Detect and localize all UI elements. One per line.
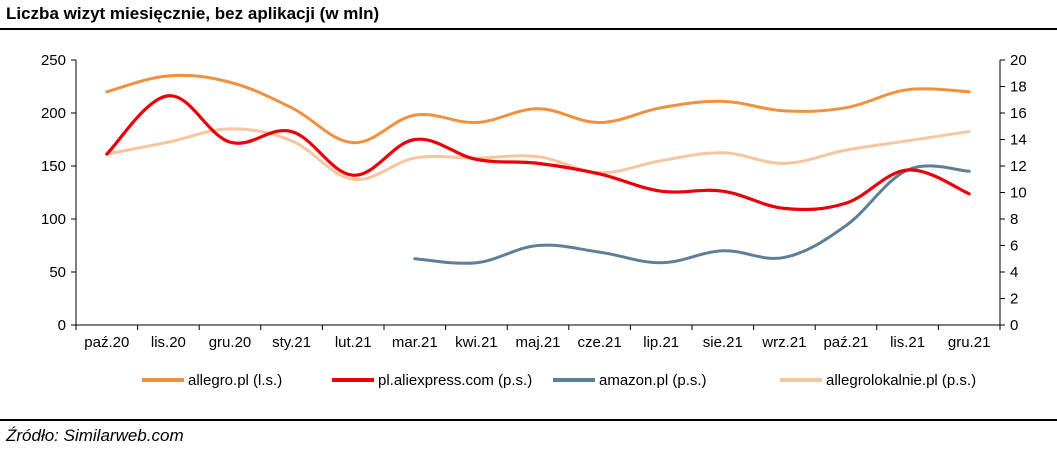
x-tick-label: gru.21 bbox=[948, 334, 991, 351]
y-right-tick-label: 18 bbox=[1010, 79, 1027, 96]
series-line bbox=[413, 164, 971, 265]
y-right-tick-label: 8 bbox=[1010, 211, 1018, 228]
axes: 0 50 100 150 200 250 0 2 4 6 8 10 12 14 16 18 20 paź.20 li… bbox=[41, 52, 1027, 351]
y-left-tick-label: 250 bbox=[41, 52, 66, 69]
y-left-tick-label: 100 bbox=[41, 211, 66, 228]
y-left-tick-label: 0 bbox=[58, 317, 66, 334]
x-tick-label: maj.21 bbox=[515, 334, 560, 351]
legend-label: allegro.pl (l.s.) bbox=[188, 372, 282, 389]
x-tick-label: kwi.21 bbox=[455, 334, 498, 351]
x-tick-label: mar.21 bbox=[392, 334, 438, 351]
y-right-tick-label: 14 bbox=[1010, 132, 1027, 149]
source-divider bbox=[0, 419, 1057, 421]
legend-label: allegrolokalnie.pl (p.s.) bbox=[826, 372, 976, 389]
chart-title: Liczba wizyt miesięcznie, bez aplikacji … bbox=[6, 4, 380, 23]
series-line bbox=[105, 94, 971, 212]
x-tick-label: lut.21 bbox=[335, 334, 372, 351]
legend-label: pl.aliexpress.com (p.s.) bbox=[378, 372, 532, 389]
title-divider bbox=[0, 28, 1057, 30]
y-right-tick-label: 16 bbox=[1010, 105, 1027, 122]
legend-entry: pl.aliexpress.com (p.s.) bbox=[332, 372, 532, 389]
y-right-tick-label: 6 bbox=[1010, 238, 1018, 255]
series-line bbox=[105, 73, 971, 145]
legend-label: amazon.pl (p.s.) bbox=[599, 372, 707, 389]
x-tick-label: cze.21 bbox=[577, 334, 621, 351]
y-right-tick-label: 10 bbox=[1010, 185, 1027, 202]
series-lines bbox=[105, 73, 971, 265]
x-tick-label: gru.20 bbox=[209, 334, 252, 351]
x-tick-label: lis.20 bbox=[151, 334, 186, 351]
x-tick-label: lis.21 bbox=[890, 334, 925, 351]
y-left-tick-label: 150 bbox=[41, 158, 66, 175]
x-tick-label: paź.21 bbox=[823, 334, 868, 351]
y-left-tick-label: 200 bbox=[41, 105, 66, 122]
line-chart: 0 50 100 150 200 250 0 2 4 6 8 10 12 14 16 18 20 paź.20 li… bbox=[41, 52, 1027, 389]
y-left-tick-label: 50 bbox=[49, 264, 66, 281]
x-tick-label: sie.21 bbox=[703, 334, 743, 351]
source-note: Źródło: Similarweb.com bbox=[6, 426, 184, 445]
legend-entry: allegrolokalnie.pl (p.s.) bbox=[780, 372, 976, 389]
x-tick-label: lip.21 bbox=[643, 334, 679, 351]
y-right-tick-label: 0 bbox=[1010, 317, 1018, 334]
legend-entry: allegro.pl (l.s.) bbox=[142, 372, 282, 389]
x-tick-label: paź.20 bbox=[84, 334, 129, 351]
y-right-tick-label: 2 bbox=[1010, 291, 1018, 308]
legend-entry: amazon.pl (p.s.) bbox=[553, 372, 707, 389]
y-right-tick-label: 4 bbox=[1010, 264, 1018, 281]
y-right-tick-label: 20 bbox=[1010, 52, 1027, 69]
series-line bbox=[105, 127, 971, 181]
y-right-tick-label: 12 bbox=[1010, 158, 1027, 175]
legend: allegro.pl (l.s.) pl.aliexpress.com (p.s.… bbox=[142, 372, 976, 389]
x-tick-label: sty.21 bbox=[272, 334, 311, 351]
x-tick-label: wrz.21 bbox=[761, 334, 806, 351]
